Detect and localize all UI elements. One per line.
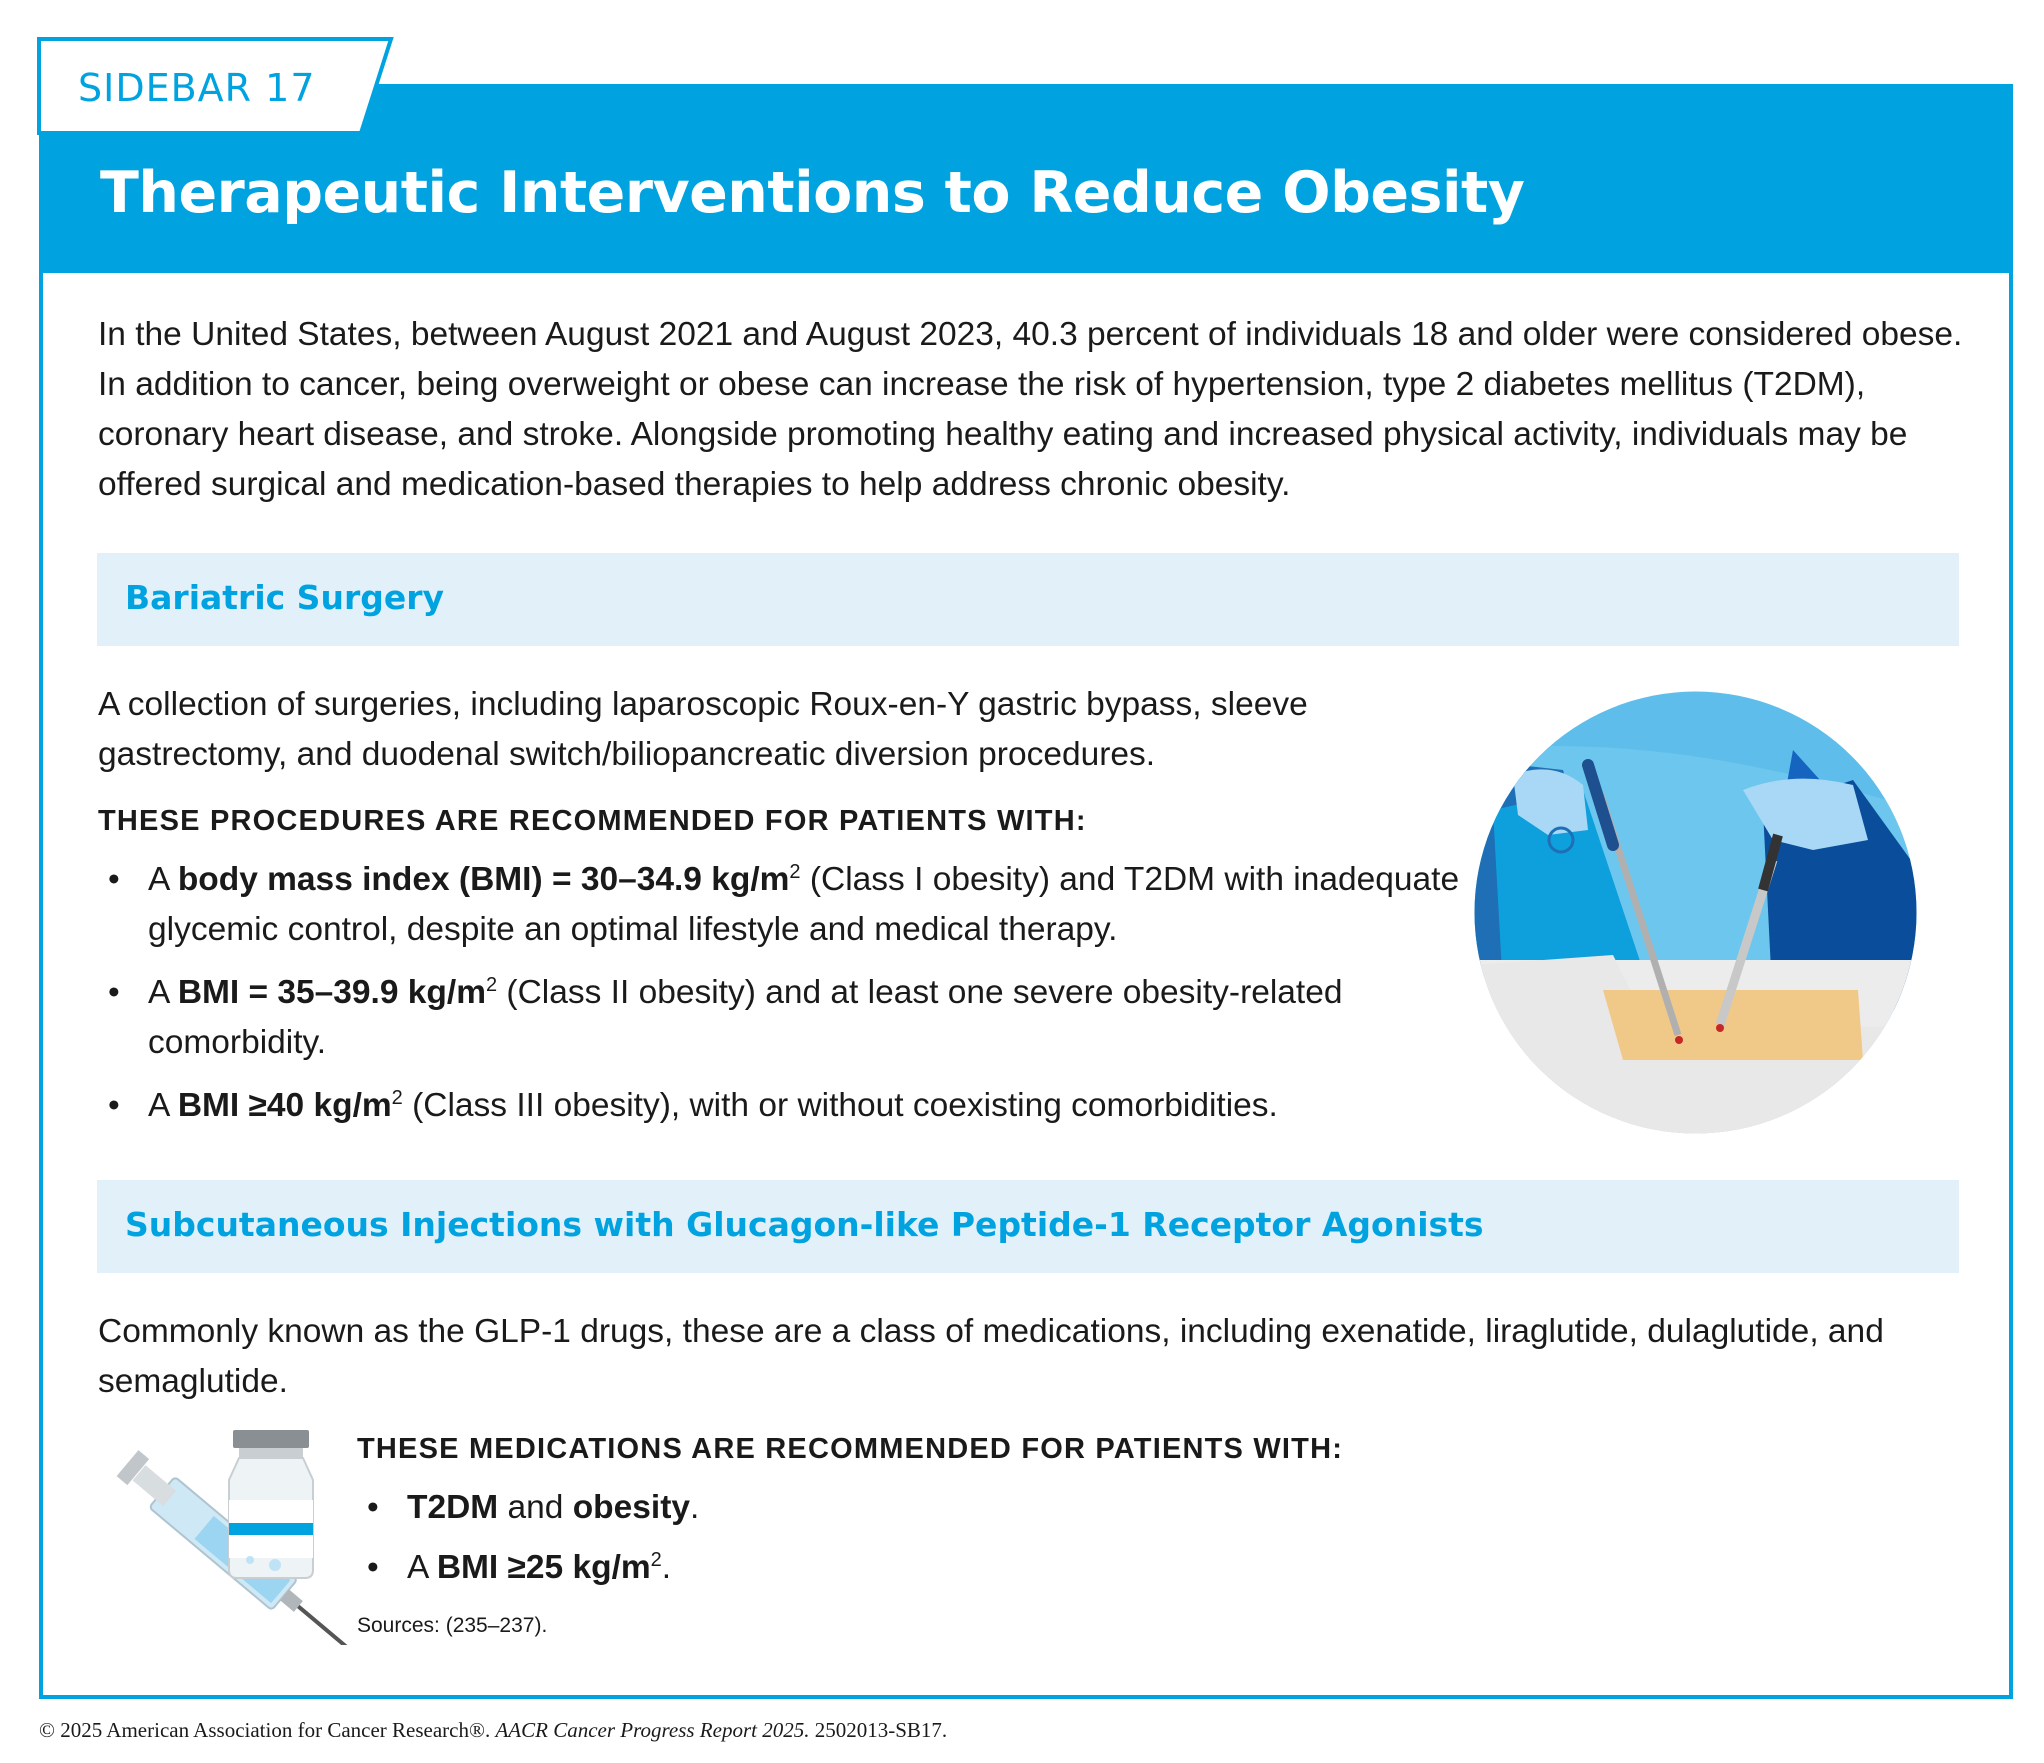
sidebar-tab <box>37 37 394 135</box>
bariatric-bullet-1: • A body mass index (BMI) = 30–34.9 kg/m2… <box>108 855 1478 955</box>
glp1-criteria-heading: THESE MEDICATIONS ARE RECOMMENDED FOR PA… <box>357 1433 1344 1465</box>
page-title: Therapeutic Interventions to Reduce Obes… <box>100 160 1525 226</box>
bullet-dot: • <box>108 861 120 898</box>
sidebar-tab-label: SIDEBAR 17 <box>78 66 316 110</box>
laparoscopic-surgery-illustration <box>1474 691 1917 1134</box>
bullet-dot: • <box>367 1489 379 1526</box>
glp1-description: Commonly known as the GLP-1 drugs, these… <box>98 1313 1884 1400</box>
syringe-vial-illustration <box>116 1430 351 1645</box>
bariatric-description: A collection of surgeries, including lap… <box>98 686 1308 773</box>
intro-paragraph: In the United States, between August 202… <box>98 316 1963 503</box>
glp1-section-title: Subcutaneous Injections with Glucagon-li… <box>125 1205 1484 1244</box>
copyright-footer: © 2025 American Association for Cancer R… <box>39 1718 948 1742</box>
bariatric-section-header: Bariatric Surgery <box>97 553 1959 646</box>
bariatric-bullet-3: • A BMI ≥40 kg/m2 (Class III obesity), wi… <box>108 1081 1478 1131</box>
bariatric-section-title: Bariatric Surgery <box>125 578 445 617</box>
bullet-dot: • <box>108 974 120 1011</box>
sources-note: Sources: (235–237). <box>357 1614 548 1637</box>
glp1-bullet-1: • T2DM and obesity. <box>367 1483 699 1533</box>
bullet-dot: • <box>108 1087 120 1124</box>
glp1-section-header: Subcutaneous Injections with Glucagon-li… <box>97 1180 1959 1273</box>
bullet-dot: • <box>367 1549 379 1586</box>
bariatric-criteria-heading: THESE PROCEDURES ARE RECOMMENDED FOR PAT… <box>98 805 1087 837</box>
bariatric-bullet-2: • A BMI = 35–39.9 kg/m2 (Class II obesity… <box>108 968 1468 1068</box>
glp1-bullet-2: • A BMI ≥25 kg/m2. <box>367 1543 671 1593</box>
